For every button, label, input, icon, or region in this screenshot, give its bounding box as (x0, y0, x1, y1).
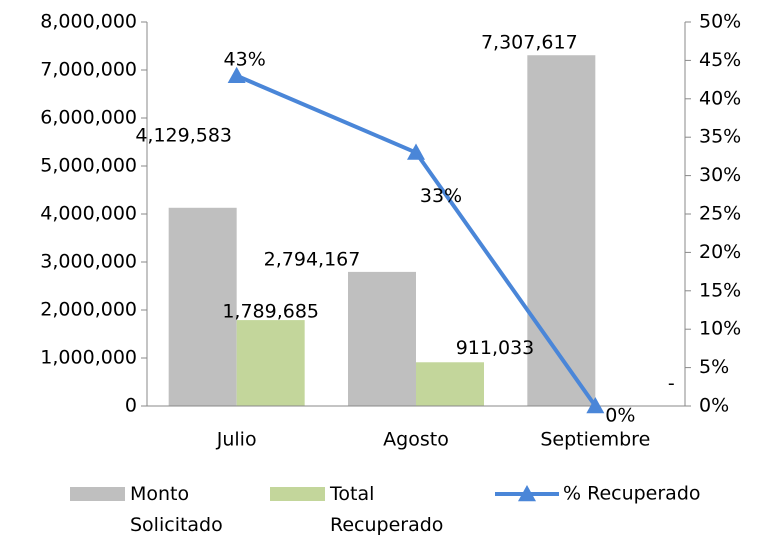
legend-label: % Recuperado (563, 483, 701, 505)
y-tick-label: 3,000,000 (40, 251, 137, 273)
x-tick-label: Agosto (383, 429, 449, 451)
data-label: 43% (224, 48, 266, 70)
bar (236, 320, 305, 406)
y-tick-label: 6,000,000 (40, 107, 137, 129)
y2-tick-label: 25% (699, 203, 741, 225)
data-label: 7,307,617 (481, 32, 578, 54)
legend-marker (518, 485, 536, 502)
data-label: 911,033 (456, 337, 535, 359)
y-tick-label: 4,000,000 (40, 203, 137, 225)
marker (586, 397, 605, 414)
legend-swatch (270, 487, 325, 501)
y2-tick-label: 50% (699, 11, 741, 33)
data-label: - (668, 373, 675, 395)
y2-tick-label: 35% (699, 126, 741, 148)
data-label: 0% (605, 405, 635, 427)
y-tick-label: 5,000,000 (40, 155, 137, 177)
y-tick-label: 0 (125, 395, 137, 417)
y2-tick-label: 5% (699, 356, 729, 378)
marker (227, 66, 246, 83)
y2-tick-label: 45% (699, 49, 741, 71)
bar (527, 55, 596, 407)
y-tick-label: 7,000,000 (40, 59, 137, 81)
y2-tick-label: 20% (699, 241, 741, 263)
legend-label: Monto Solicitado (130, 483, 223, 536)
data-label: 1,789,685 (222, 301, 319, 323)
legend-label: Total Recuperado (329, 483, 443, 536)
y2-tick-label: 10% (699, 318, 741, 340)
data-label: 2,794,167 (264, 248, 361, 270)
y-tick-label: 8,000,000 (40, 11, 137, 33)
data-label: 4,129,583 (135, 124, 232, 146)
y-tick-label: 1,000,000 (40, 347, 137, 369)
y2-tick-label: 15% (699, 279, 741, 301)
y2-tick-label: 0% (699, 395, 729, 417)
y2-tick-label: 30% (699, 164, 741, 186)
x-tick-label: Septiembre (540, 429, 650, 451)
x-tick-label: Julio (216, 429, 257, 451)
bar (416, 362, 484, 406)
bar (348, 271, 416, 406)
y2-tick-label: 40% (699, 87, 741, 109)
marker (407, 143, 425, 160)
y-tick-label: 2,000,000 (40, 299, 137, 321)
bar (168, 207, 237, 406)
data-label: 33% (420, 185, 462, 207)
legend-swatch (70, 487, 125, 501)
